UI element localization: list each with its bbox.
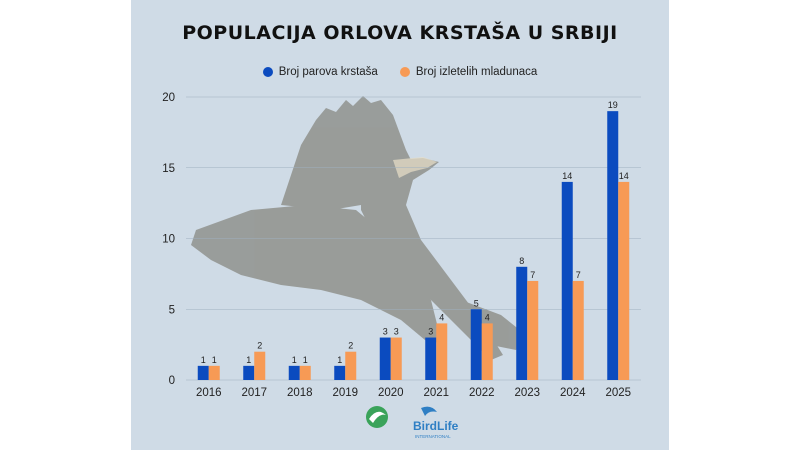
data-label: 4 (439, 312, 444, 322)
data-label: 1 (337, 355, 342, 365)
bar (607, 111, 619, 381)
data-label: 1 (246, 355, 251, 365)
bar (436, 323, 448, 380)
bar (299, 365, 311, 380)
data-label: 4 (485, 312, 490, 322)
x-tick-label: 2022 (469, 387, 495, 399)
y-tick-label: 15 (162, 163, 175, 175)
data-label: 19 (608, 100, 618, 110)
x-tick-label: 2020 (378, 387, 404, 399)
x-tick-label: 2016 (196, 387, 222, 399)
bar (618, 181, 630, 380)
legend-swatch-fledglings (399, 67, 410, 77)
bar (516, 266, 528, 380)
data-label: 14 (619, 171, 629, 181)
bar (208, 365, 220, 380)
data-label: 2 (348, 341, 353, 351)
data-label: 8 (519, 256, 524, 266)
bar (481, 323, 493, 380)
data-label: 7 (530, 270, 535, 280)
bar (470, 309, 482, 380)
bar (288, 365, 300, 380)
legend-label-pairs: Broj parova krstaša (278, 66, 378, 78)
data-label: 1 (201, 355, 206, 365)
bar (334, 365, 346, 380)
bar (254, 351, 266, 380)
bar (561, 181, 573, 380)
data-label: 5 (474, 298, 479, 308)
y-tick-label: 5 (169, 304, 175, 316)
data-label: 3 (428, 327, 433, 337)
x-tick-label: 2024 (560, 387, 586, 399)
logo-row: BirdLife INTERNATIONAL (359, 402, 463, 440)
bar (527, 280, 539, 380)
data-label: 1 (303, 355, 308, 365)
y-tick-label: 10 (162, 234, 175, 246)
data-label: 7 (576, 270, 581, 280)
x-tick-label: 2021 (423, 387, 449, 399)
legend-label-fledglings: Broj izletelih mladunaca (415, 66, 538, 78)
bar (379, 337, 391, 380)
bar (197, 365, 209, 380)
x-tick-label: 2019 (332, 387, 358, 399)
legend-swatch-pairs (262, 67, 273, 77)
x-tick-label: 2018 (287, 387, 313, 399)
x-tick-label: 2025 (605, 387, 631, 399)
bar (572, 280, 584, 380)
svg-text:BirdLife: BirdLife (413, 419, 459, 433)
x-tick-label: 2017 (241, 387, 267, 399)
data-label: 1 (292, 355, 297, 365)
chart-panel: Populacija orlova krstaša u Srbiji Broj … (131, 0, 669, 450)
data-label: 1 (212, 355, 217, 365)
data-label: 3 (383, 327, 388, 337)
legend-item-fledglings: Broj izletelih mladunaca (399, 66, 538, 78)
y-tick-label: 20 (162, 92, 175, 104)
x-tick-label: 2023 (514, 387, 540, 399)
y-tick-label: 0 (169, 375, 175, 387)
svg-text:INTERNATIONAL: INTERNATIONAL (415, 434, 451, 439)
bar (390, 337, 402, 380)
chart-legend: Broj parova krstaša Broj izletelih mladu… (131, 66, 669, 78)
dzzps-logo-icon (366, 406, 388, 428)
data-label: 14 (562, 171, 572, 181)
bar (345, 351, 357, 380)
chart-title: Populacija orlova krstaša u Srbiji (182, 22, 618, 44)
legend-item-pairs: Broj parova krstaša (262, 66, 378, 78)
bar (425, 337, 437, 380)
bar (243, 365, 255, 380)
birdlife-logo-icon: BirdLife INTERNATIONAL (413, 406, 459, 439)
data-label: 3 (394, 327, 399, 337)
data-label: 2 (257, 341, 262, 351)
